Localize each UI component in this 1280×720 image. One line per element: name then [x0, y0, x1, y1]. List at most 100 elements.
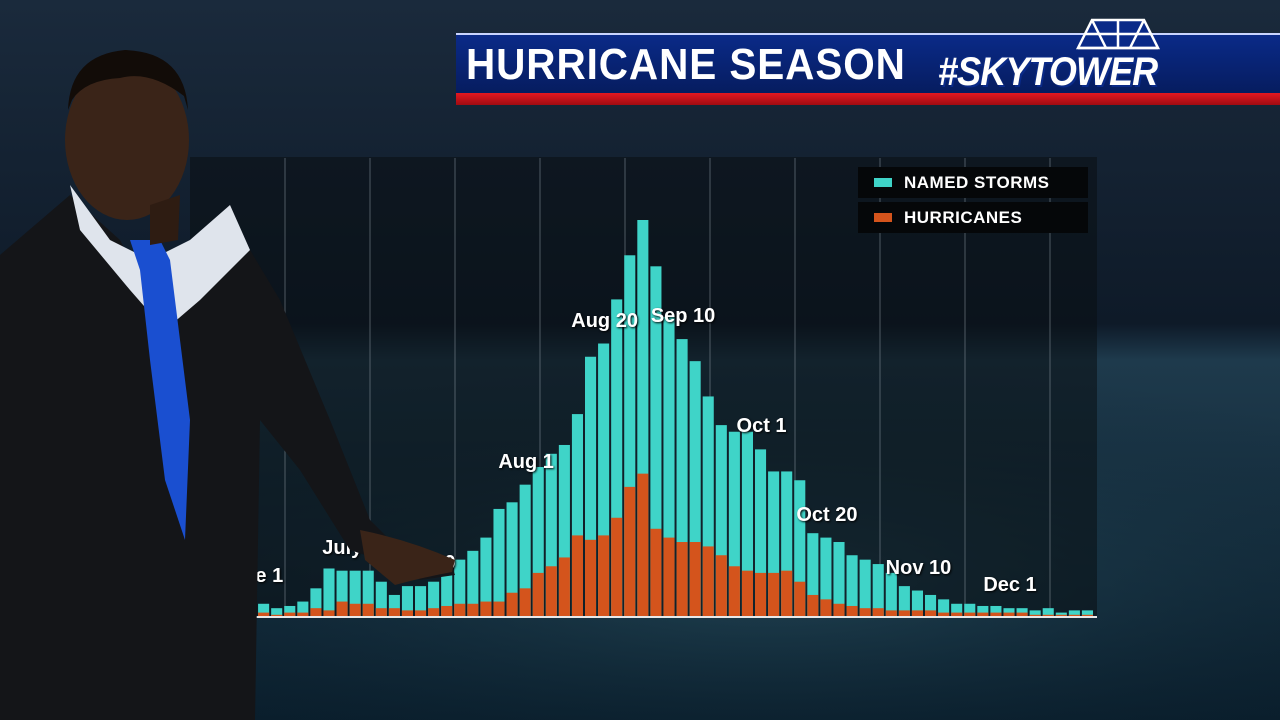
- named-storms-bar: [480, 537, 492, 617]
- named-storms-bar: [859, 559, 871, 617]
- named-storms-bar: [532, 467, 544, 617]
- named-storms-bar: [911, 590, 923, 617]
- named-storms-bar: [715, 425, 727, 617]
- named-storms-bar: [428, 581, 440, 617]
- hurricanes-bar: [872, 608, 884, 617]
- hurricanes-bar: [1055, 614, 1067, 617]
- hurricanes-bar: [258, 612, 270, 617]
- hurricanes-bar: [885, 610, 897, 617]
- annotation-label: Nov 10: [885, 556, 952, 579]
- hurricanes-bar: [336, 601, 348, 617]
- hurricanes-bar: [532, 572, 544, 617]
- hurricanes-bar: [741, 570, 753, 617]
- named-storms-bar: [336, 570, 348, 617]
- hurricanes-bar: [715, 555, 727, 617]
- hurricanes-bar: [323, 610, 335, 617]
- named-storms-bar: [467, 550, 479, 617]
- hurricanes-bar: [519, 588, 531, 617]
- hurricanes-bar: [480, 601, 492, 617]
- hurricanes-swatch: [874, 213, 892, 222]
- hurricanes-bar: [898, 610, 910, 617]
- hurricanes-bar: [598, 535, 610, 617]
- hurricanes-bar: [820, 599, 832, 617]
- named-storms-bar: [938, 599, 950, 617]
- named-storms-bar: [611, 299, 623, 617]
- hurricanes-bar: [401, 610, 413, 617]
- hurricanes-bar: [271, 614, 283, 617]
- named-storms-bar: [663, 317, 675, 617]
- annotation-label: Oct 1: [736, 415, 787, 438]
- named-storms-bar: [925, 594, 937, 617]
- hurricanes-bar: [585, 539, 597, 617]
- title-banner-red-stripe: [456, 93, 1280, 105]
- named-storms-bar: [558, 444, 570, 617]
- named-storms-bar: [323, 568, 335, 617]
- named-storms-bar: [755, 449, 767, 617]
- hurricanes-bar: [571, 535, 583, 617]
- hurricanes-bar: [1003, 612, 1015, 617]
- named-storms-bar: [284, 605, 296, 617]
- named-storms-bar: [741, 431, 753, 617]
- hurricanes-bar: [911, 610, 923, 617]
- hurricanes-bar: [375, 608, 387, 617]
- named-storms-bar: [441, 572, 453, 617]
- hurricanes-bar: [781, 570, 793, 617]
- hurricanes-bar: [702, 546, 714, 617]
- hurricanes-series: [245, 473, 1093, 617]
- named-storms-bar: [297, 601, 309, 617]
- hurricanes-bar: [467, 603, 479, 617]
- named-storms-bar: [454, 559, 466, 617]
- named-storms-bar: [964, 603, 976, 617]
- legend: NAMED STORMS HURRICANES: [858, 167, 1088, 237]
- named-storms-bar: [977, 605, 989, 617]
- named-storms-bar: [375, 581, 387, 617]
- hurricanes-bar: [1016, 612, 1028, 617]
- hurricanes-bar: [362, 603, 374, 617]
- hurricanes-bar: [624, 486, 636, 617]
- named-storms-bar: [885, 572, 897, 617]
- named-storms-bar: [794, 480, 806, 617]
- named-storms-bar: [951, 603, 963, 617]
- named-storms-bar: [415, 586, 427, 617]
- named-storms-bar: [1081, 610, 1093, 617]
- hurricanes-bar: [310, 608, 322, 617]
- hurricanes-bar: [545, 566, 557, 617]
- annotation-label: Aug 1: [498, 450, 554, 473]
- named-storms-swatch: [874, 178, 892, 187]
- annotation-label: Dec 1: [983, 574, 1037, 597]
- hurricanes-bar: [768, 572, 780, 617]
- legend-label-named-storms: NAMED STORMS: [904, 172, 1050, 192]
- hurricanes-bar: [794, 581, 806, 617]
- hurricanes-bar: [977, 612, 989, 617]
- hurricanes-bar: [964, 612, 976, 617]
- hurricanes-bar: [441, 605, 453, 617]
- named-storms-bar: [768, 471, 780, 617]
- named-storms-bar: [258, 603, 270, 617]
- named-storms-bar: [781, 471, 793, 617]
- hurricanes-bar: [415, 610, 427, 617]
- hurricanes-bar: [990, 612, 1002, 617]
- named-storms-bar: [637, 220, 649, 617]
- hurricanes-bar: [1029, 614, 1041, 617]
- named-storms-bar: [271, 608, 283, 617]
- legend-item-named-storms: NAMED STORMS: [858, 167, 1088, 198]
- named-storms-bar: [349, 570, 361, 617]
- annotation-label: Aug 20: [571, 309, 638, 332]
- hurricanes-bar: [676, 542, 688, 617]
- hurricanes-bar: [558, 557, 570, 617]
- hurricanes-bar: [755, 572, 767, 617]
- named-storms-bar: [872, 564, 884, 617]
- hurricanes-bar: [833, 603, 845, 617]
- named-storms-bar: [545, 453, 557, 617]
- brand-logo-text: #SKYTOWER: [938, 50, 1158, 94]
- hurricanes-bar: [859, 608, 871, 617]
- legend-item-hurricanes: HURRICANES: [858, 202, 1088, 233]
- hurricanes-bar: [611, 517, 623, 617]
- hurricanes-bar: [663, 537, 675, 617]
- named-storms-bar: [585, 356, 597, 617]
- named-storms-bar: [728, 431, 740, 617]
- named-storms-bar: [807, 533, 819, 617]
